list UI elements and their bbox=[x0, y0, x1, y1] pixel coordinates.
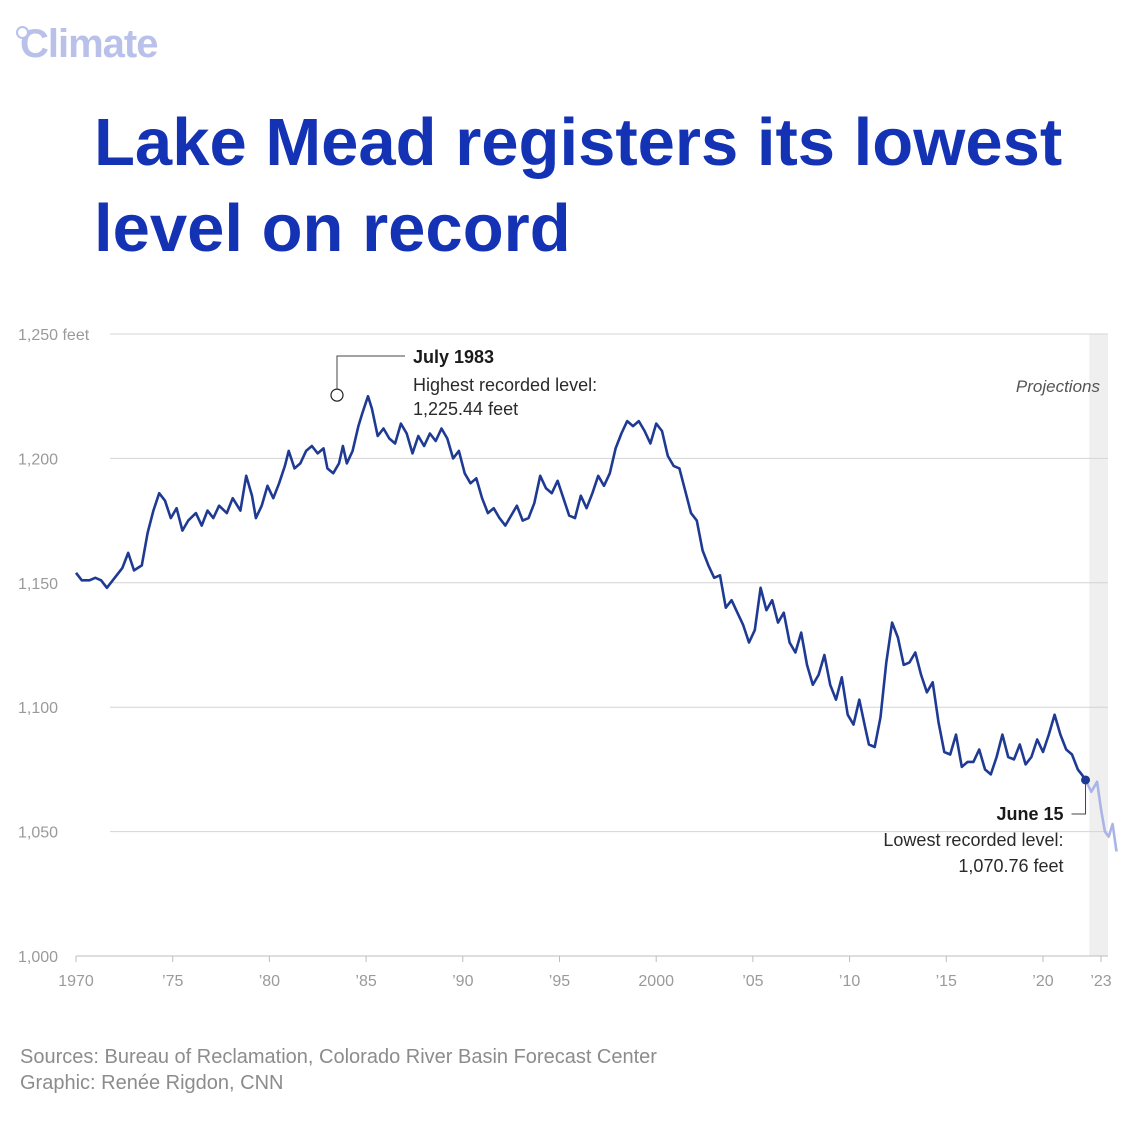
y-tick-label: 1,000 bbox=[18, 949, 58, 966]
projection-label: Projections bbox=[1016, 377, 1101, 396]
chart-footer: Sources: Bureau of Reclamation, Colorado… bbox=[20, 1044, 657, 1096]
sources-text: Sources: Bureau of Reclamation, Colorado… bbox=[20, 1046, 657, 1068]
peak-annotation-title: July 1983 bbox=[413, 347, 494, 367]
peak-leader-line bbox=[336, 355, 405, 390]
x-tick-label: ’10 bbox=[839, 973, 860, 990]
y-axis-ticks: 1,250 feet 1,200 1,150 1,100 1,050 1,000 bbox=[18, 327, 90, 966]
x-tick-label: ’23 bbox=[1090, 973, 1111, 990]
y-tick-label: 1,100 bbox=[18, 700, 58, 717]
peak-annotation-value: 1,225.44 feet bbox=[413, 399, 518, 419]
projection-band bbox=[1089, 334, 1108, 956]
y-tick-label: 1,050 bbox=[18, 825, 58, 842]
x-tick-label: ’85 bbox=[355, 973, 376, 990]
low-annotation-title: June 15 bbox=[996, 804, 1063, 824]
low-marker bbox=[1081, 775, 1091, 785]
x-axis-ticks: 1970 ’75 ’80 ’85 ’90 ’95 2000 ’05 ’10 ’15 ’20 ’23 bbox=[58, 956, 1112, 990]
data-series bbox=[74, 394, 1118, 852]
annotations: July 1983 Highest recorded level: 1,225.44… bbox=[330, 347, 1091, 876]
x-tick-label: 1970 bbox=[58, 973, 94, 990]
x-tick-label: ’80 bbox=[259, 973, 280, 990]
low-leader-line bbox=[1071, 783, 1087, 815]
low-annotation-value: 1,070.76 feet bbox=[958, 856, 1063, 876]
brand-name: Climate bbox=[20, 22, 158, 66]
peak-marker bbox=[330, 388, 344, 402]
x-tick-label: ’20 bbox=[1032, 973, 1053, 990]
brand-logo: Climate bbox=[16, 22, 158, 67]
graphic-credit: Graphic: Renée Rigdon, CNN bbox=[20, 1072, 284, 1094]
x-tick-label: ’95 bbox=[549, 973, 570, 990]
x-tick-label: ’75 bbox=[162, 973, 183, 990]
series-line-observed bbox=[74, 394, 1087, 781]
projection-region: Projections bbox=[1016, 334, 1108, 956]
brand-ring-icon bbox=[16, 26, 29, 39]
low-annotation-label: Lowest recorded level: bbox=[883, 830, 1063, 850]
x-tick-label: ’90 bbox=[452, 973, 473, 990]
grid-lines bbox=[76, 333, 1108, 957]
y-tick-label: 1,250 feet bbox=[18, 327, 90, 344]
lake-level-chart: Projections 1,250 feet 1,200 1,150 1,100 1,0… bbox=[18, 327, 1118, 990]
y-tick-label: 1,150 bbox=[18, 576, 58, 593]
peak-annotation-label: Highest recorded level: bbox=[413, 375, 597, 395]
x-tick-label: ’05 bbox=[742, 973, 763, 990]
series-line-projection bbox=[1084, 779, 1118, 852]
chart-title: Lake Mead registers its lowest level on … bbox=[94, 105, 1063, 266]
x-tick-label: 2000 bbox=[638, 973, 674, 990]
y-tick-label: 1,200 bbox=[18, 451, 58, 468]
x-tick-label: ’15 bbox=[936, 973, 957, 990]
